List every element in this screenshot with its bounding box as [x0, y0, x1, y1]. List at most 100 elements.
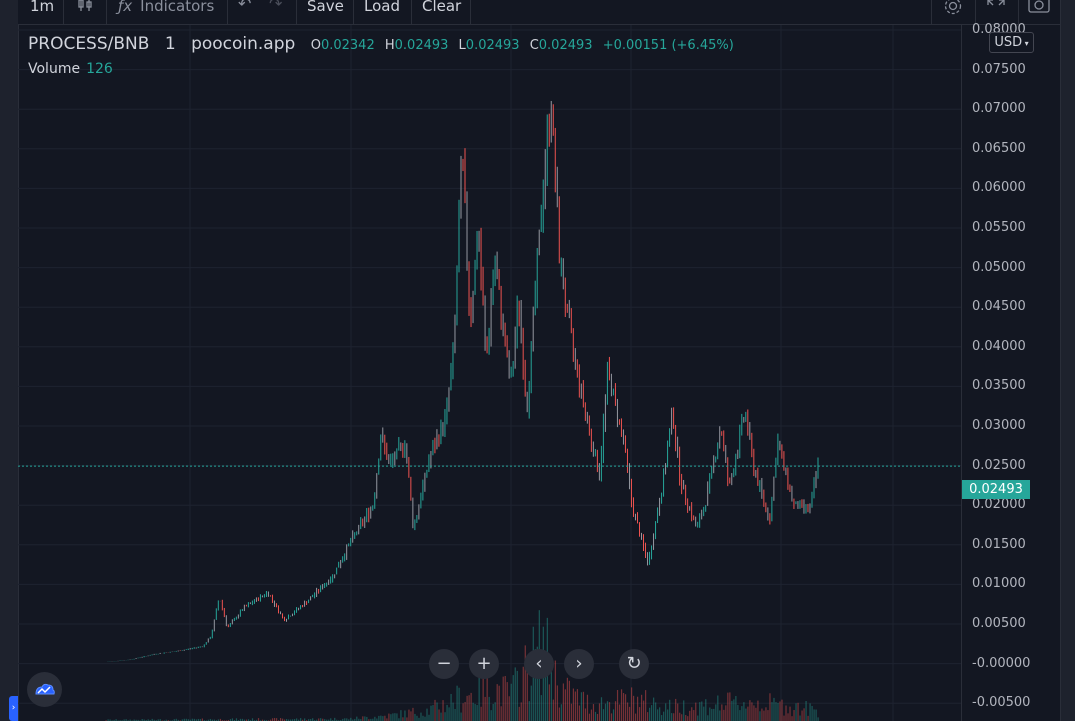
volume-bar: [745, 708, 747, 721]
scroll-right-button[interactable]: ›: [564, 649, 594, 679]
volume-bar: [450, 693, 452, 721]
indicators-button[interactable]: ƒx Indicators: [118, 0, 214, 24]
volume-bar: [141, 718, 143, 721]
volume-bar: [235, 718, 238, 721]
volume-bar: [645, 690, 647, 721]
volume-bar: [657, 709, 659, 721]
toolbar-divider: [931, 0, 932, 24]
volume-bar: [719, 710, 721, 721]
volume-bar: [290, 719, 292, 721]
cloud-icon: [35, 683, 55, 695]
volume-bar: [247, 719, 250, 721]
clear-button[interactable]: Clear: [422, 0, 462, 15]
volume-bar: [643, 700, 645, 721]
save-button[interactable]: Save: [307, 0, 344, 15]
volume-bar: [336, 719, 338, 721]
price-chart[interactable]: [18, 25, 961, 721]
volume-value: 126: [86, 61, 113, 77]
price-axis-tick: 0.04500: [972, 299, 1026, 315]
volume-bar: [410, 711, 412, 721]
price-axis[interactable]: 0.08000 0.07500 0.07000 0.06500 0.06000 0.055…: [961, 23, 1061, 721]
volume-bar: [801, 710, 803, 721]
indicators-label: Indicators: [140, 0, 215, 15]
volume-bar: [638, 707, 641, 721]
price-axis-tick: -0.00500: [972, 695, 1031, 711]
symbol-name[interactable]: PROCESS/BNB: [28, 34, 150, 54]
volume-bar: [580, 692, 583, 721]
volume-bar: [624, 694, 627, 721]
volume-bar: [135, 719, 137, 721]
volume-bar: [536, 646, 538, 721]
volume-bar: [183, 718, 185, 721]
volume-bar: [568, 680, 571, 721]
volume-bar: [464, 702, 466, 721]
volume-bar: [777, 702, 779, 721]
toolbar-divider: [296, 0, 297, 24]
volume-bar: [510, 683, 512, 721]
volume-bar: [320, 718, 322, 721]
volume-bar: [671, 713, 673, 721]
volume-bar: [733, 699, 735, 721]
volume-bar: [514, 667, 516, 721]
redo-icon[interactable]: ↷: [269, 0, 283, 13]
volume-bar: [342, 718, 344, 721]
volume-bar: [749, 700, 751, 721]
volume-bar: [442, 700, 444, 721]
candlestick-icon[interactable]: [76, 0, 94, 18]
volume-bar: [125, 719, 127, 721]
volume-bar: [123, 719, 125, 721]
volume-bar: [269, 719, 272, 721]
volume-bar: [713, 708, 715, 721]
expand-icon[interactable]: [986, 0, 1006, 22]
volume-bar: [548, 684, 550, 721]
chevron-down-icon: ▾: [1022, 39, 1029, 48]
volume-bar: [151, 718, 153, 721]
price-candles: [105, 100, 819, 663]
volume-bar: [578, 705, 581, 721]
volume-bar: [558, 707, 560, 721]
undo-icon[interactable]: ↶: [238, 0, 252, 13]
tradingview-logo[interactable]: [27, 672, 62, 707]
zoom-in-button[interactable]: +: [469, 649, 499, 679]
currency-selector[interactable]: USD ▾: [989, 32, 1034, 53]
volume-bar: [376, 718, 378, 721]
volume-bar: [803, 708, 805, 721]
data-source: poocoin.app: [191, 34, 296, 54]
volume-bar: [352, 719, 354, 721]
reset-chart-button[interactable]: ↻: [619, 649, 649, 679]
volume-bar: [626, 702, 629, 721]
volume-bar: [628, 706, 631, 721]
volume-label[interactable]: Volume: [28, 61, 81, 77]
volume-bar: [460, 712, 462, 721]
load-button[interactable]: Load: [364, 0, 400, 15]
scroll-left-button[interactable]: ‹: [524, 649, 554, 679]
volume-bar: [484, 696, 486, 721]
volume-bar: [731, 700, 733, 721]
volume-bar: [701, 701, 703, 721]
volume-bar: [177, 719, 179, 721]
volume-bar: [779, 701, 781, 721]
volume-bar: [255, 719, 258, 721]
volume-bar: [520, 702, 522, 721]
volume-bar: [699, 702, 701, 721]
gear-icon[interactable]: [942, 0, 964, 21]
volume-legend: Volume 126: [28, 61, 113, 77]
volume-bar: [618, 704, 621, 721]
volume-bar: [380, 715, 382, 721]
price-axis-tick: 0.06000: [972, 180, 1026, 196]
volume-bar: [386, 718, 388, 721]
interval-selector[interactable]: 1m: [30, 0, 55, 15]
expand-sidebar-icon[interactable]: ›: [9, 696, 18, 721]
volume-bar: [685, 715, 687, 721]
camera-icon[interactable]: [1028, 0, 1050, 18]
zoom-out-button[interactable]: −: [429, 649, 459, 679]
chart-pane[interactable]: [18, 25, 961, 721]
volume-bar: [436, 702, 438, 721]
volume-bar: [191, 718, 193, 721]
volume-bar: [330, 718, 332, 721]
volume-bar: [811, 705, 813, 721]
volume-bar: [659, 707, 661, 721]
volume-bar: [596, 713, 599, 721]
volume-bar: [113, 719, 115, 721]
volume-bar: [189, 719, 191, 721]
